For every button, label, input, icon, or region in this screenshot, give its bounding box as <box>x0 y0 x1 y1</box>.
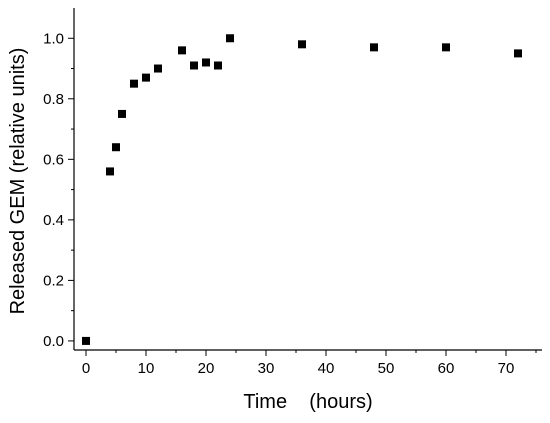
data-point <box>106 167 114 176</box>
y-tick-label: 0.8 <box>43 91 64 108</box>
data-points <box>82 34 522 345</box>
x-tick-label: 70 <box>498 360 515 377</box>
x-tick-label: 10 <box>138 360 155 377</box>
data-point <box>112 143 120 152</box>
y-tick-label: 0.4 <box>43 212 64 229</box>
data-point <box>226 34 234 43</box>
x-tick-label: 50 <box>378 360 395 377</box>
data-point <box>442 43 450 52</box>
x-axis-ticks: 0 10 20 30 40 50 60 70 <box>82 350 537 377</box>
data-point <box>514 49 522 58</box>
plot-frame <box>73 8 542 351</box>
data-point <box>118 109 126 118</box>
data-point <box>190 61 198 70</box>
y-axis-ticks: 0.0 0.2 0.4 0.6 0.8 1.0 <box>43 30 74 350</box>
data-point <box>154 64 162 73</box>
y-tick-label: 0.2 <box>43 272 64 289</box>
data-point <box>298 40 306 49</box>
y-tick-label: 1.0 <box>43 30 64 47</box>
data-point <box>370 43 378 52</box>
x-tick-label: 30 <box>258 360 275 377</box>
y-tick-label: 0.6 <box>43 151 64 168</box>
data-point <box>214 61 222 70</box>
data-point <box>82 336 90 345</box>
x-tick-label: 60 <box>438 360 455 377</box>
data-point <box>130 79 138 88</box>
x-tick-label: 0 <box>82 360 90 377</box>
x-tick-label: 40 <box>318 360 335 377</box>
data-point <box>202 58 210 67</box>
y-tick-label: 0.0 <box>43 333 64 350</box>
x-tick-label: 20 <box>198 360 215 377</box>
y-axis-title: Released GEM (relative units) <box>7 48 29 315</box>
data-point <box>142 73 150 82</box>
data-point <box>178 46 186 55</box>
x-axis-title: Time (hours) <box>243 391 372 413</box>
